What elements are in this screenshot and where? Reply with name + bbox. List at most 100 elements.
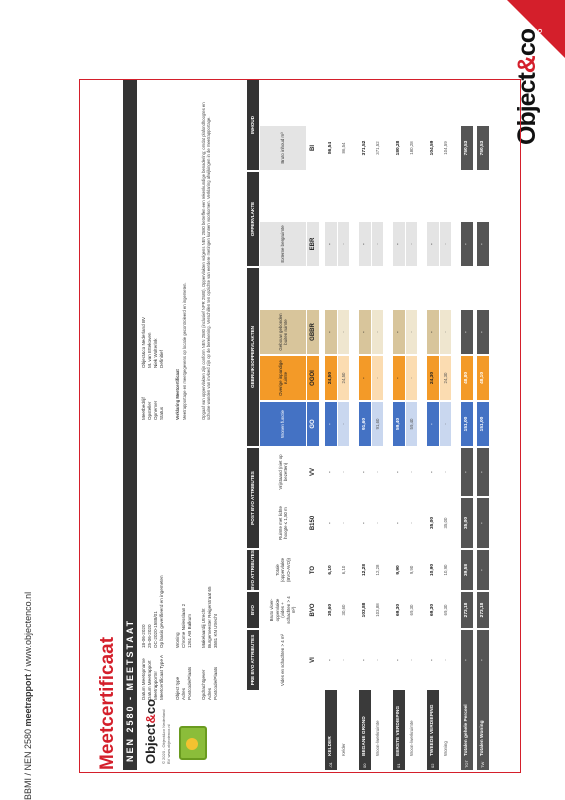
- row-subcell: -: [443, 659, 448, 661]
- totals-cell: 750,53: [461, 126, 473, 170]
- row-subcell: 24,30: [440, 356, 451, 400]
- row-subcell: -: [338, 222, 349, 266]
- row-subcell: 91,60: [372, 402, 383, 446]
- totals-cell: -: [477, 310, 489, 354]
- row-cell: 24,30: [427, 356, 439, 400]
- row-subcell: -: [341, 471, 346, 473]
- totals-code: TOT: [464, 760, 469, 768]
- page-corner-tab: [507, 0, 565, 58]
- group-inhoud: Inhoud: [247, 80, 259, 170]
- row-cell: 24,50: [325, 356, 337, 400]
- abbr-gbbr: GBBR: [307, 310, 319, 354]
- row-subcell: -: [440, 402, 451, 446]
- row-cell: 86,54: [328, 142, 333, 155]
- totals-cell: -: [461, 448, 473, 496]
- col-head-bvo: Bruto vloer-oppervlakte (vides + schacht…: [269, 596, 297, 624]
- totals-cell: 750,53: [477, 126, 489, 170]
- totals-cell: 151,00: [461, 402, 473, 446]
- row-subcell: 103,88: [375, 603, 380, 617]
- row-subcell: -: [338, 402, 349, 446]
- row-cell: 59,40: [393, 402, 405, 446]
- row-cell: -: [325, 402, 337, 446]
- row-cell: 104,59: [430, 140, 435, 156]
- row-subcell: -: [372, 356, 383, 400]
- abbr-vv: VV: [310, 468, 316, 477]
- row-subcell: -: [341, 522, 346, 524]
- meta-block: Datum Meetopname 18-06-2020 Datum Meetrap…: [141, 575, 164, 700]
- row-cell: -: [393, 222, 405, 266]
- table-row: TWEEDE VERDIEPING 02 Woning - -69,30 69,30 10,…: [427, 80, 453, 770]
- row-cell: -: [359, 356, 371, 400]
- row-sub-label: Kelder: [341, 743, 346, 756]
- row-cell: -: [328, 471, 333, 473]
- row-subcell: -: [406, 356, 417, 400]
- meetbedrijf-block: Meetbedrijf Object&co Nederland BV Opstel…: [141, 316, 164, 420]
- row-subcell: -: [409, 659, 414, 661]
- totals-cell: -: [477, 448, 489, 496]
- totals-cell: -: [461, 310, 473, 354]
- group-oppervlakte: Oppervlakte: [247, 172, 259, 266]
- row-subcell: 371,52: [375, 141, 380, 155]
- group-post-bvo: Post BVO Attributes: [247, 448, 259, 548]
- row-subcell: 30,60: [341, 604, 346, 616]
- row-subcell: 9,90: [409, 565, 414, 575]
- abbr-vi: VI: [310, 657, 316, 663]
- row-cell: 9,90: [396, 565, 401, 575]
- totals-code: TW: [480, 761, 485, 768]
- abbr-ogoi: OGOI: [307, 356, 319, 400]
- row-subcell: 180,28: [409, 141, 414, 155]
- row-subcell: -: [406, 222, 417, 266]
- row-subcell: 10,90: [443, 564, 448, 576]
- row-cell: 10,90: [430, 564, 435, 577]
- row-subcell: -: [440, 222, 451, 266]
- page-footer: BBMI / NEN 2580 meetrapport / www.object…: [23, 591, 33, 800]
- group-bvo: BVO: [247, 592, 259, 628]
- row-cell: -: [359, 222, 371, 266]
- row-cell: -: [328, 522, 333, 524]
- abbr-bvo: BVO: [310, 603, 316, 617]
- col-head-bi: Bruto inhoud m³: [260, 126, 306, 170]
- row-cell: -: [396, 659, 401, 661]
- certificate-sheet: Meetcertificaat NEN 2580 - MEETSTAAT Obj…: [97, 80, 501, 770]
- row-subcell: -: [372, 310, 383, 354]
- certificate-title: Meetcertificaat: [97, 636, 118, 770]
- row-subcell: -: [440, 310, 451, 354]
- certification-seal-icon: [179, 726, 207, 760]
- col-head-ebr: Externe bergruimte: [260, 222, 306, 266]
- row-subcell: -: [409, 522, 414, 524]
- table-row: EERSTE VERDIEPING 01 Woon-/werkruimte - -69,…: [393, 80, 419, 770]
- totals-cell: -: [461, 630, 473, 690]
- row-cell: 12,28: [362, 564, 367, 577]
- row-sub-label: Woon-/werkruimte: [409, 720, 414, 756]
- row-cell: -: [430, 471, 435, 473]
- group-bvo-attr: BVO Attributes: [247, 550, 259, 590]
- row-subcell: 12,28: [375, 564, 380, 576]
- totals-cell: 48,10: [477, 356, 489, 400]
- row-subcell: 69,30: [409, 604, 414, 616]
- row-subcell: -: [406, 310, 417, 354]
- row-subcell: 86,54: [341, 142, 346, 154]
- row-sub-label: Woon-/werkruimte: [375, 720, 380, 756]
- copyright-text: © 2020 - Object&co Nederland BV www.obje…: [161, 709, 171, 764]
- row-cell: -: [362, 659, 367, 661]
- row-subcell: -: [341, 659, 346, 661]
- row-cell: -: [362, 522, 367, 524]
- row-cell: 371,52: [362, 140, 367, 156]
- client-block: Opdrachtgever Makelaardij Utrecht Adres Bu…: [201, 586, 218, 700]
- row-cell: -: [393, 356, 405, 400]
- row-cell: -: [325, 310, 337, 354]
- row-cell: -: [427, 402, 439, 446]
- totals-cell: -: [461, 222, 473, 266]
- table-row: KELDER -01 Kelder - -30,60 30,60 6,10 6,10- - - - -…: [325, 80, 351, 770]
- abbr-bi: BI: [310, 145, 316, 151]
- row-cell: 180,28: [396, 140, 401, 156]
- object-block: Object type Woning Adres Chrome Nolesslaan…: [175, 603, 192, 700]
- totals-cell: 39,58: [461, 550, 473, 590]
- row-cell: 69,30: [430, 604, 435, 617]
- row-subcell: -: [375, 471, 380, 473]
- row-subcell: -: [409, 471, 414, 473]
- row-subcell: -: [443, 471, 448, 473]
- row-subcell: -: [338, 310, 349, 354]
- row-sub-label: Woning: [443, 741, 448, 756]
- row-code: -01: [328, 762, 333, 768]
